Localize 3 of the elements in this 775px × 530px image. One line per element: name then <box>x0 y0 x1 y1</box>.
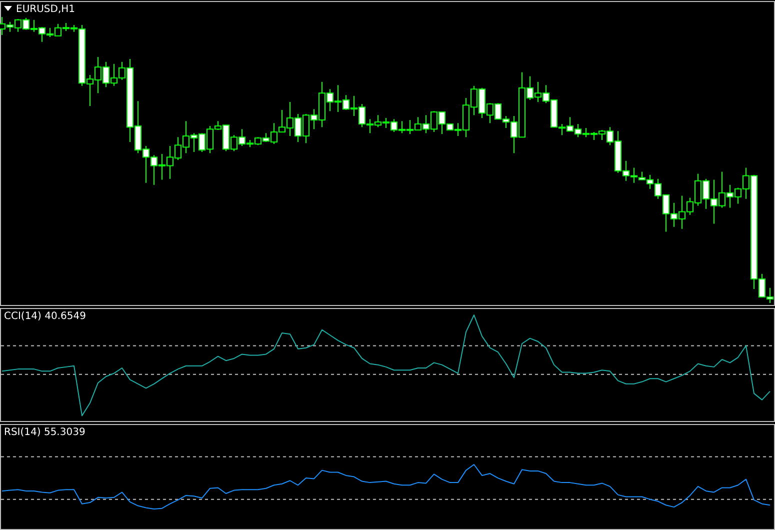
chart-title: EURUSD,H1 <box>16 4 76 15</box>
chart-title: RSI(14) 55.3039 <box>4 427 86 438</box>
chart-title: CCI(14) 40.6549 <box>4 311 86 322</box>
